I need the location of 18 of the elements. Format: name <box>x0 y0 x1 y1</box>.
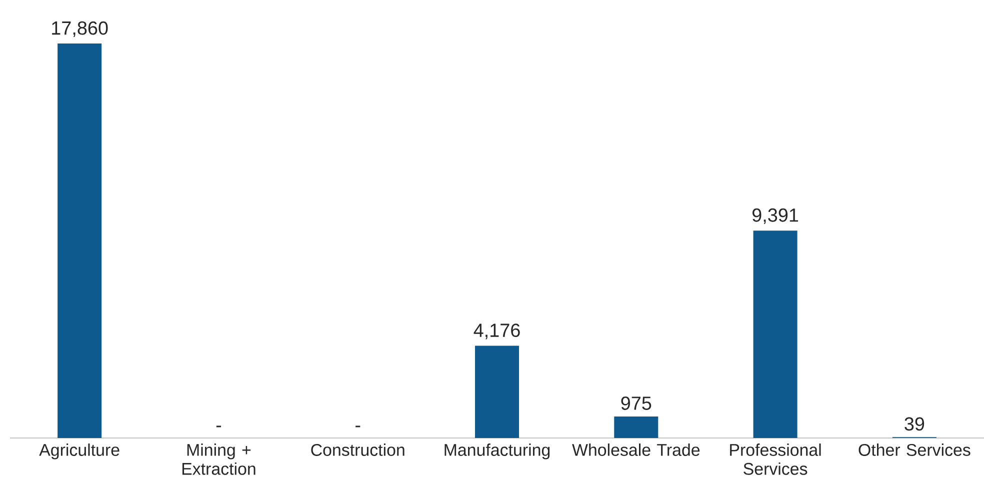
bar <box>753 230 798 438</box>
x-tick-label: Construction <box>311 444 404 456</box>
data-label: - <box>216 426 222 428</box>
x-tick-label: Other Services <box>858 444 970 456</box>
data-label: 39 <box>904 417 924 431</box>
data-label: 17,860 <box>52 21 108 37</box>
bar <box>475 346 520 438</box>
x-tick-label: Mining + Extraction <box>182 444 256 475</box>
x-tick-label: Agriculture <box>39 444 120 460</box>
data-label: 975 <box>621 396 652 410</box>
data-label: 9,391 <box>752 208 798 224</box>
x-tick-label: Professional Services <box>730 444 821 475</box>
bar <box>58 44 102 438</box>
x-tick-label: Wholesale Trade <box>572 444 700 456</box>
data-label: - <box>356 426 360 428</box>
data-label: 4,176 <box>474 324 520 340</box>
bar <box>614 416 658 438</box>
x-tick-label: Manufacturing <box>444 444 550 460</box>
